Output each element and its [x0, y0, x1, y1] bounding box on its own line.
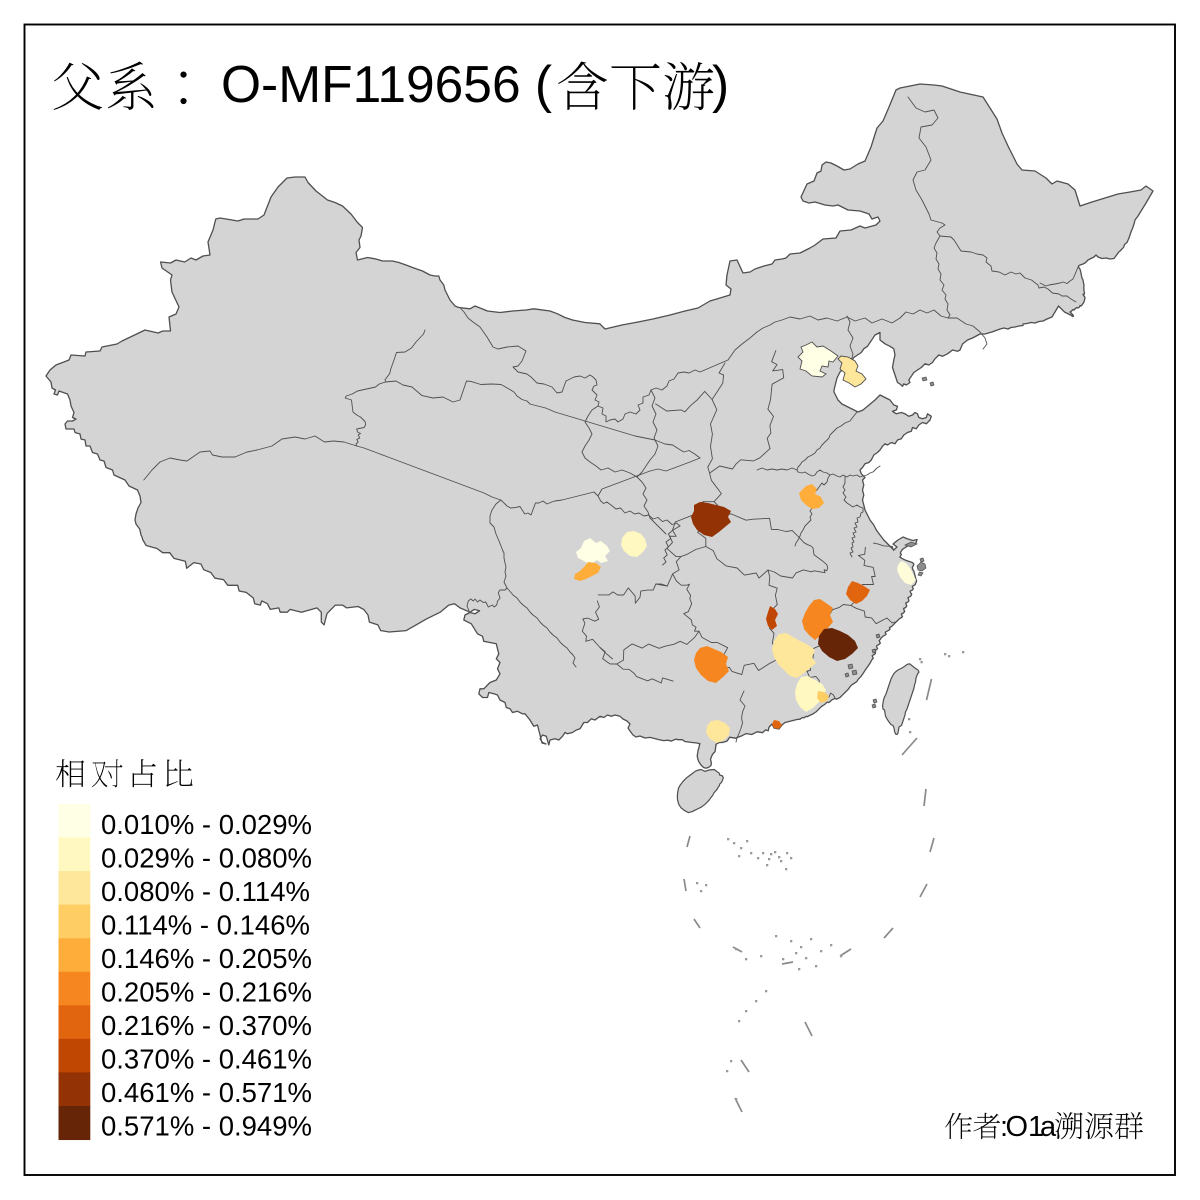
svg-text:0.571% - 0.949%: 0.571% - 0.949%	[101, 1111, 312, 1142]
svg-text:1: 1	[1028, 1111, 1044, 1143]
svg-text:): )	[712, 55, 729, 113]
svg-text:0.461% - 0.571%: 0.461% - 0.571%	[101, 1077, 312, 1108]
svg-text:0.114% - 0.146%: 0.114% - 0.146%	[101, 909, 310, 940]
svg-text:0.029% - 0.080%: 0.029% - 0.080%	[101, 842, 312, 873]
svg-text:a: a	[1040, 1111, 1057, 1143]
svg-text:0.216% - 0.370%: 0.216% - 0.370%	[101, 1010, 312, 1041]
svg-text:0.370% - 0.461%: 0.370% - 0.461%	[101, 1044, 312, 1075]
svg-text:0.080% - 0.114%: 0.080% - 0.114%	[101, 876, 310, 907]
svg-text:0.146% - 0.205%: 0.146% - 0.205%	[101, 943, 312, 974]
svg-text:O: O	[1006, 1111, 1029, 1143]
svg-text::: :	[1000, 1111, 1008, 1143]
svg-text:0.205% - 0.216%: 0.205% - 0.216%	[101, 977, 312, 1008]
svg-text:0.010% - 0.029%: 0.010% - 0.029%	[101, 809, 312, 840]
svg-text:O-MF119656 (: O-MF119656 (	[221, 55, 552, 113]
